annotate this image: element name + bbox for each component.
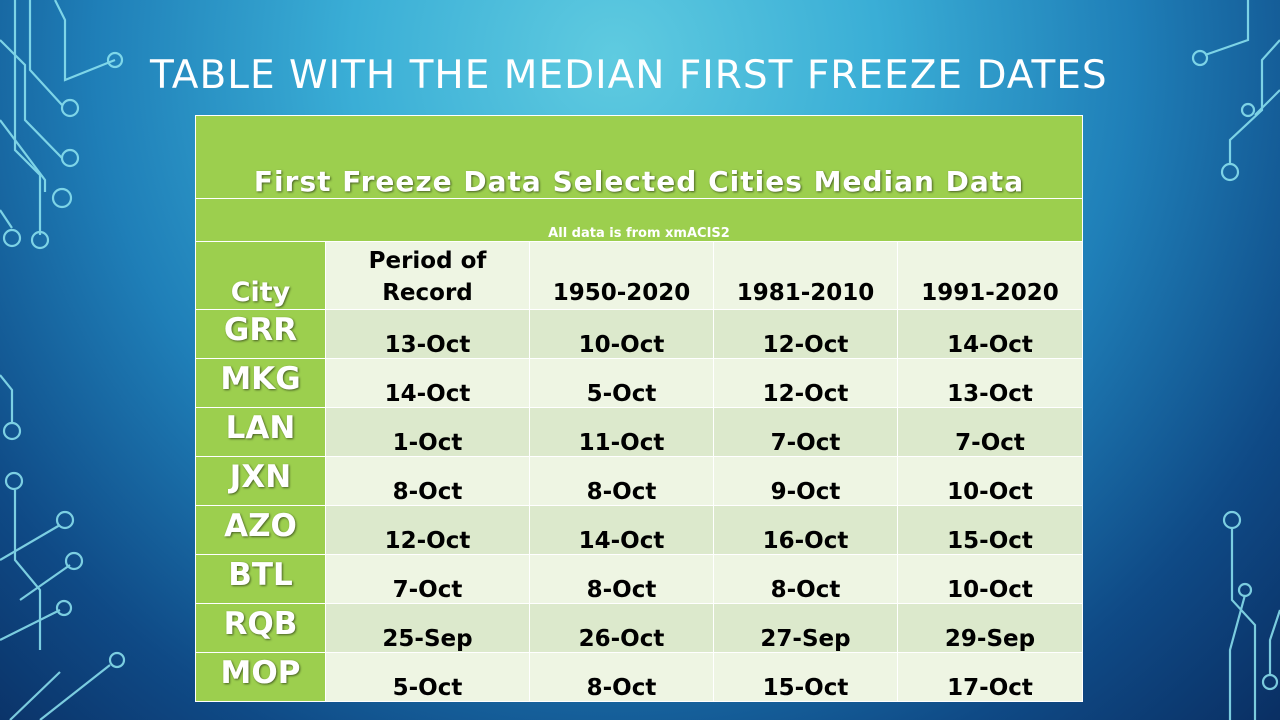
city-cell: RQB bbox=[195, 603, 326, 653]
circuit-node bbox=[60, 98, 80, 118]
circuit-node bbox=[55, 510, 75, 530]
circuit-line bbox=[1230, 528, 1257, 720]
circuit-line bbox=[0, 209, 13, 229]
date-cell: 10-Oct bbox=[529, 309, 714, 359]
date-cell: 1-Oct bbox=[325, 407, 530, 457]
circuit-node bbox=[1220, 162, 1240, 182]
circuit-node bbox=[2, 421, 22, 441]
circuit-node bbox=[60, 148, 80, 168]
column-header-1991-2020: 1991-2020 bbox=[896, 241, 1084, 310]
table-row: AZO 12-Oct 14-Oct 16-Oct 15-Oct bbox=[195, 505, 1084, 555]
city-cell: AZO bbox=[195, 505, 326, 555]
circuit-node bbox=[1261, 673, 1279, 691]
column-header-row: City Period of Record 1950-2020 1981-201… bbox=[195, 241, 1084, 310]
circuit-line bbox=[0, 609, 61, 641]
circuit-line bbox=[28, 0, 63, 106]
circuit-line bbox=[1228, 594, 1247, 720]
date-cell: 27-Sep bbox=[713, 603, 898, 653]
date-cell: 12-Oct bbox=[713, 309, 898, 359]
city-cell: LAN bbox=[195, 407, 326, 457]
table-row: MOP 5-Oct 8-Oct 15-Oct 17-Oct bbox=[195, 652, 1084, 702]
table-row: GRR 13-Oct 10-Oct 12-Oct 14-Oct bbox=[195, 309, 1084, 359]
date-cell: 7-Oct bbox=[896, 407, 1084, 457]
table-row: MKG 14-Oct 5-Oct 12-Oct 13-Oct bbox=[195, 358, 1084, 408]
date-cell: 13-Oct bbox=[325, 309, 530, 359]
table-row: RQB 25-Sep 26-Oct 27-Sep 29-Sep bbox=[195, 603, 1084, 653]
date-cell: 10-Oct bbox=[896, 554, 1084, 604]
date-cell: 16-Oct bbox=[713, 505, 898, 555]
circuit-node bbox=[1222, 510, 1242, 530]
date-cell: 8-Oct bbox=[529, 456, 714, 506]
freeze-table: First Freeze Data Selected Cities Median… bbox=[194, 115, 1084, 702]
table-title-row: First Freeze Data Selected Cities Median… bbox=[194, 115, 1084, 199]
date-cell: 9-Oct bbox=[713, 456, 898, 506]
date-cell: 5-Oct bbox=[529, 358, 714, 408]
circuit-line bbox=[13, 0, 42, 235]
date-cell: 15-Oct bbox=[713, 652, 898, 702]
circuit-node bbox=[108, 651, 126, 669]
circuit-node bbox=[1191, 49, 1209, 67]
city-cell: MOP bbox=[195, 652, 326, 702]
circuit-line bbox=[1228, 39, 1280, 165]
circuit-line bbox=[0, 374, 14, 422]
date-cell: 14-Oct bbox=[529, 505, 714, 555]
table-header-title: First Freeze Data Selected Cities Median… bbox=[194, 115, 1084, 199]
column-header-label: Period of Record bbox=[368, 248, 487, 306]
date-cell: 29-Sep bbox=[896, 603, 1084, 653]
column-header-1950-2020: 1950-2020 bbox=[529, 241, 714, 310]
circuit-node bbox=[106, 51, 124, 69]
date-cell: 8-Oct bbox=[325, 456, 530, 506]
date-cell: 8-Oct bbox=[529, 554, 714, 604]
date-cell: 25-Sep bbox=[325, 603, 530, 653]
circuit-line bbox=[9, 671, 61, 720]
table-row: LAN 1-Oct 11-Oct 7-Oct 7-Oct bbox=[195, 407, 1084, 457]
date-cell: 15-Oct bbox=[896, 505, 1084, 555]
circuit-line bbox=[0, 119, 47, 192]
city-cell: GRR bbox=[195, 309, 326, 359]
city-cell: MKG bbox=[195, 358, 326, 408]
column-header-1981-2010: 1981-2010 bbox=[713, 241, 898, 310]
city-cell: JXN bbox=[195, 456, 326, 506]
date-cell: 14-Oct bbox=[325, 358, 530, 408]
circuit-node bbox=[64, 551, 84, 571]
date-cell: 7-Oct bbox=[325, 554, 530, 604]
date-cell: 26-Oct bbox=[529, 603, 714, 653]
circuit-node bbox=[1240, 102, 1256, 118]
city-cell: BTL bbox=[195, 554, 326, 604]
circuit-line bbox=[1204, 0, 1250, 57]
circuit-line bbox=[0, 524, 61, 561]
circuit-node bbox=[1237, 582, 1253, 598]
column-header-period-of-record: Period of Record bbox=[325, 241, 530, 310]
date-cell: 12-Oct bbox=[325, 505, 530, 555]
date-cell: 12-Oct bbox=[713, 358, 898, 408]
circuit-line bbox=[0, 39, 63, 159]
table-row: BTL 7-Oct 8-Oct 8-Oct 10-Oct bbox=[195, 554, 1084, 604]
circuit-line bbox=[39, 664, 111, 720]
date-cell: 10-Oct bbox=[896, 456, 1084, 506]
date-cell: 14-Oct bbox=[896, 309, 1084, 359]
date-cell: 11-Oct bbox=[529, 407, 714, 457]
column-header-city: City bbox=[195, 241, 326, 310]
circuit-node bbox=[4, 471, 24, 491]
circuit-line bbox=[1254, 89, 1280, 116]
date-cell: 8-Oct bbox=[529, 652, 714, 702]
date-cell: 13-Oct bbox=[896, 358, 1084, 408]
circuit-node bbox=[51, 187, 73, 209]
circuit-node bbox=[30, 230, 50, 250]
table-source-note: All data is from xmACIS2 bbox=[194, 198, 1084, 242]
date-cell: 17-Oct bbox=[896, 652, 1084, 702]
date-cell: 5-Oct bbox=[325, 652, 530, 702]
circuit-node bbox=[2, 228, 22, 248]
slide-title: TABLE WITH THE MEDIAN FIRST FREEZE DATES bbox=[150, 53, 1108, 98]
circuit-line bbox=[1268, 609, 1280, 675]
circuit-node bbox=[55, 599, 73, 617]
circuit-line bbox=[54, 0, 116, 82]
circuit-line bbox=[19, 564, 71, 601]
date-cell: 8-Oct bbox=[713, 554, 898, 604]
date-cell: 7-Oct bbox=[713, 407, 898, 457]
table-row: JXN 8-Oct 8-Oct 9-Oct 10-Oct bbox=[195, 456, 1084, 506]
table-source-row: All data is from xmACIS2 bbox=[194, 198, 1084, 242]
